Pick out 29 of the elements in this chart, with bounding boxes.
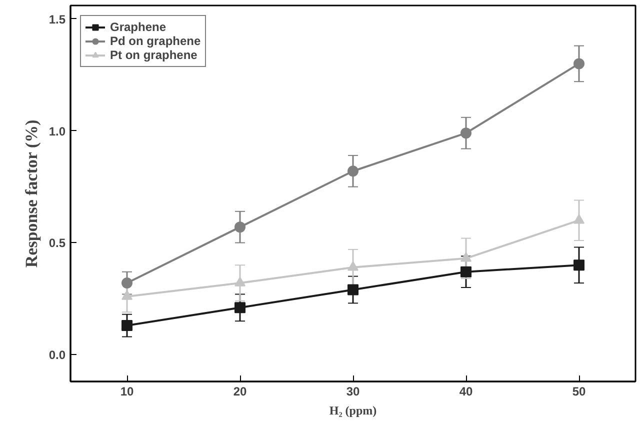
point [574, 260, 584, 271]
point [460, 128, 472, 139]
x-tick-label: 20 [233, 384, 247, 398]
y-tick-label: 0.0 [48, 348, 66, 362]
point [460, 252, 472, 262]
legend-label: Graphene [110, 20, 166, 34]
y-tick-label: 0.5 [48, 236, 66, 250]
point [234, 302, 246, 314]
y-axis-title: Response factor (%) [22, 120, 41, 268]
point [348, 284, 358, 296]
x-tick-label: 50 [572, 384, 586, 398]
point [348, 166, 358, 177]
legend-label: Pd on graphene [110, 34, 201, 48]
y-tick-label: 1.5 [48, 12, 66, 26]
point [234, 222, 246, 233]
point [348, 261, 358, 271]
point [122, 290, 132, 300]
point [460, 266, 472, 278]
x-tick-label: 40 [459, 384, 473, 398]
legend-label: Pt on graphene [110, 48, 198, 62]
point [122, 320, 132, 332]
y-tick-label: 1.0 [48, 124, 66, 138]
point [122, 278, 132, 289]
point [234, 276, 246, 286]
point [574, 214, 584, 224]
x-tick-label: 30 [346, 384, 360, 398]
x-axis-title: H₂ (ppm) [329, 404, 377, 418]
point [574, 58, 584, 70]
x-tick-label: 10 [120, 384, 134, 398]
